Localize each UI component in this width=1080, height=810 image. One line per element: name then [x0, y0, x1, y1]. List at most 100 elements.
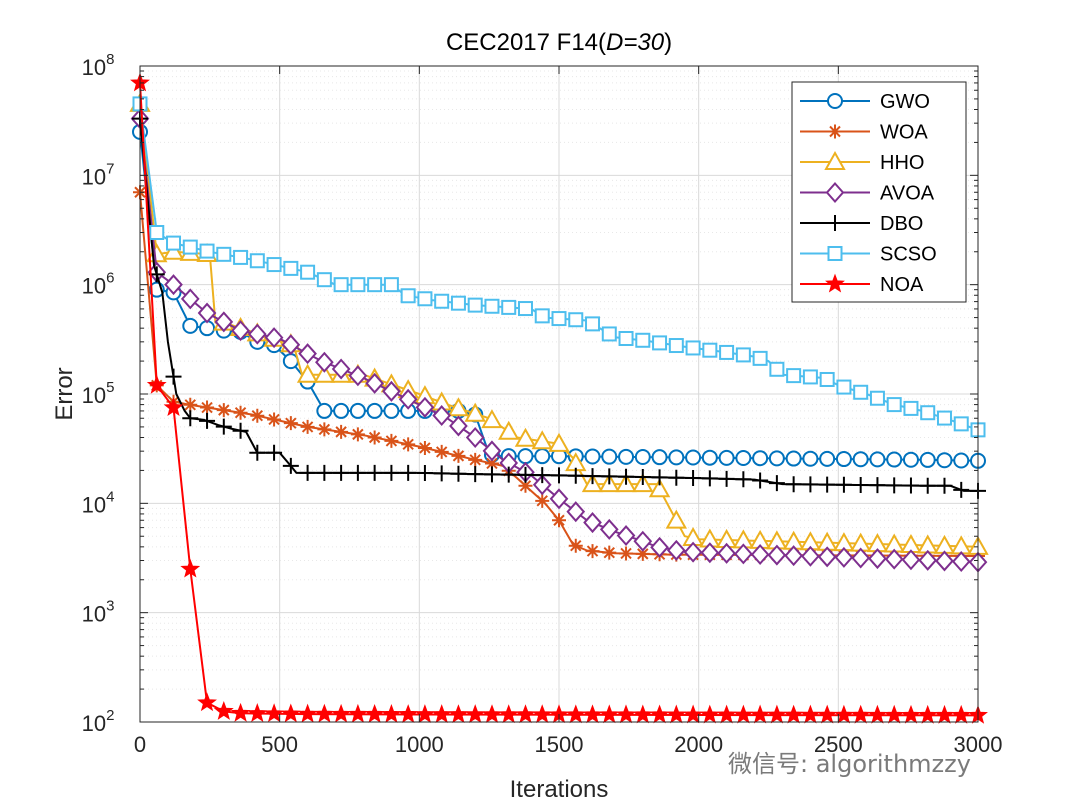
series-marker-dbo — [165, 368, 182, 385]
series-marker-avoa — [918, 549, 938, 571]
series-marker-scso — [400, 288, 416, 304]
series-marker-avoa — [398, 388, 418, 410]
series-marker-hho — [514, 427, 537, 447]
y-tick-label: 105 — [82, 379, 115, 408]
y-tick-label: 106 — [82, 270, 115, 299]
series-marker-dbo — [902, 477, 919, 494]
series-marker-avoa — [264, 327, 284, 349]
series-marker-woa — [451, 448, 466, 463]
series-marker-gwo — [333, 402, 350, 419]
series-marker-dbo — [232, 422, 249, 439]
series-marker-dbo — [802, 476, 819, 493]
series-marker-dbo — [450, 465, 467, 482]
series-marker-noa — [867, 704, 888, 724]
legend-entry-scso: SCSO — [800, 244, 937, 266]
series-marker-noa — [616, 704, 636, 724]
series-marker-avoa — [247, 323, 267, 345]
series-marker-noa — [834, 704, 854, 724]
x-tick-label: 500 — [261, 732, 298, 757]
legend-marker — [825, 273, 845, 293]
series-marker-woa — [183, 397, 198, 412]
series-marker-dbo — [936, 477, 953, 494]
series-marker-noa — [381, 703, 402, 723]
series-marker-avoa — [532, 474, 552, 496]
series-marker-noa — [582, 704, 603, 724]
series-marker-avoa — [666, 539, 686, 561]
series-marker-noa — [565, 704, 586, 724]
series-marker-scso — [668, 338, 684, 354]
legend-label: NOA — [880, 274, 924, 296]
series-marker-gwo — [601, 448, 618, 465]
series-marker-dbo — [517, 466, 534, 483]
series-marker-avoa — [834, 546, 854, 568]
series-marker-woa — [585, 544, 600, 559]
series-marker-noa — [482, 704, 502, 724]
series-marker-avoa — [616, 525, 636, 547]
series-marker-scso — [249, 253, 265, 269]
series-marker-noa — [213, 700, 234, 720]
series-marker-noa — [766, 704, 787, 724]
series-marker-woa — [401, 437, 416, 452]
series-gwo — [132, 123, 986, 469]
series-marker-avoa — [415, 396, 435, 418]
series-marker-dbo — [618, 468, 635, 485]
series-noa — [130, 72, 988, 724]
series-marker-woa — [334, 424, 349, 439]
legend-label: DBO — [880, 213, 923, 235]
y-axis-label: Error — [51, 367, 78, 420]
series-marker-hho — [162, 240, 185, 260]
series-marker-dbo — [316, 464, 333, 481]
series-marker-noa — [146, 374, 167, 394]
series-marker-dbo — [366, 464, 383, 481]
series-marker-woa — [602, 545, 617, 560]
series-marker-noa — [716, 704, 737, 724]
series-marker-noa — [264, 703, 284, 723]
series-marker-gwo — [852, 451, 869, 468]
series-marker-scso — [936, 410, 952, 426]
series-marker-hho — [548, 432, 570, 452]
series-marker-dbo — [433, 465, 450, 482]
series-marker-noa — [632, 704, 653, 724]
series-marker-avoa — [231, 320, 250, 342]
series-marker-avoa — [549, 488, 569, 510]
series-marker-scso — [417, 291, 433, 307]
series-marker-hho — [531, 430, 553, 450]
series-marker-noa — [783, 704, 804, 724]
series-marker-scso — [233, 249, 249, 265]
axis-ticks — [139, 65, 979, 723]
series-marker-scso — [735, 347, 751, 363]
series-marker-dbo — [919, 477, 936, 494]
series-marker-noa — [951, 704, 972, 724]
series-marker-scso — [819, 371, 835, 387]
series-marker-avoa — [817, 546, 837, 568]
x-tick-label: 1000 — [395, 732, 444, 757]
series-marker-scso — [300, 264, 316, 280]
series-marker-woa — [233, 405, 248, 420]
series-marker-gwo — [919, 451, 936, 468]
series-marker-dbo — [467, 466, 484, 483]
series-marker-dbo — [567, 467, 584, 484]
series-marker-scso — [333, 277, 349, 293]
series-marker-dbo — [584, 468, 601, 485]
series-marker-noa — [347, 703, 368, 723]
series-marker-gwo — [768, 450, 785, 467]
legend-marker — [827, 246, 843, 261]
series-marker-scso — [786, 368, 802, 384]
legend: GWO WOA HHO AVOA DBO SCSO NOA — [791, 81, 967, 303]
series-marker-noa — [532, 704, 553, 724]
series-marker-dbo — [886, 477, 903, 494]
series-marker-gwo — [651, 449, 668, 466]
series-marker-scso — [501, 299, 517, 315]
y-tick-label: 103 — [82, 598, 115, 627]
series-marker-scso — [752, 350, 768, 366]
series-marker-gwo — [668, 449, 685, 466]
series-marker-woa — [283, 416, 298, 431]
series-marker-avoa — [801, 545, 820, 567]
series-marker-dbo — [752, 472, 769, 489]
series-marker-noa — [398, 704, 419, 723]
series-marker-dbo — [299, 464, 316, 481]
series-marker-noa — [364, 703, 385, 723]
series-marker-noa — [934, 704, 955, 724]
series-marker-scso — [383, 277, 399, 293]
series-marker-gwo — [735, 450, 752, 467]
